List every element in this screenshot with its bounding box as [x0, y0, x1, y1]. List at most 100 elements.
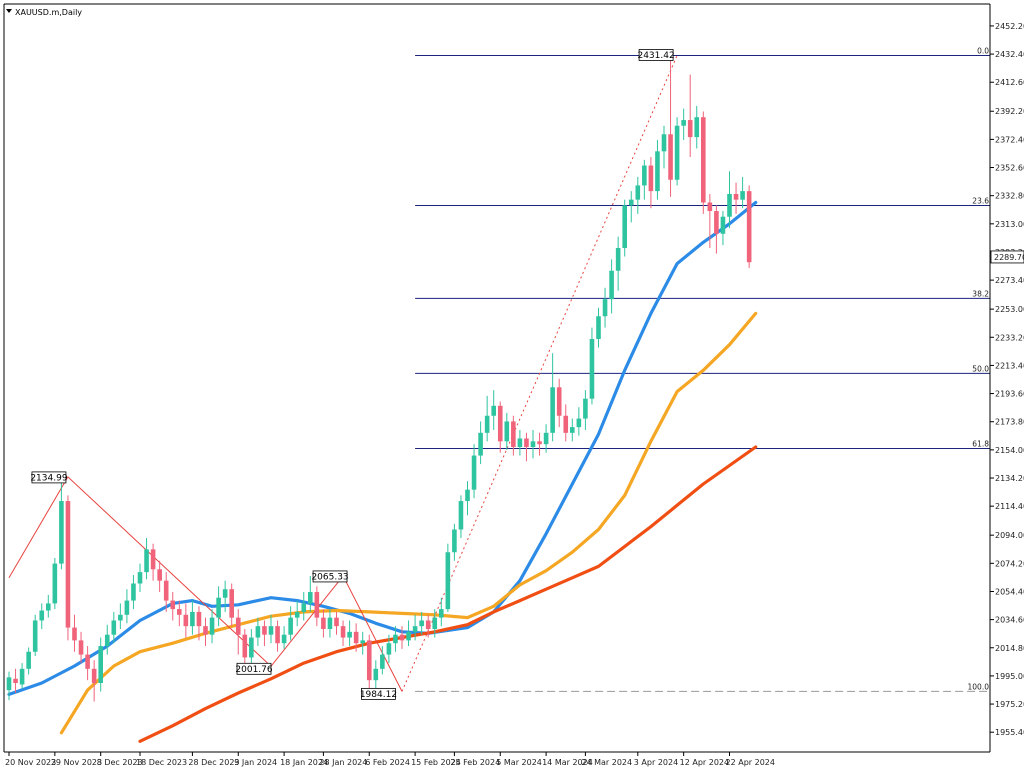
- candle-body: [327, 617, 333, 630]
- candle-body: [308, 592, 313, 604]
- fib-level-label: 50.0: [972, 364, 989, 373]
- candle-body: [583, 398, 588, 419]
- candle-body: [642, 165, 647, 186]
- candle-body: [471, 455, 477, 490]
- candle-body: [687, 120, 693, 138]
- fib-level-label: 61.8: [972, 439, 989, 448]
- candle-body: [530, 441, 536, 448]
- x-tick-label: 6 Feb 2024: [365, 758, 410, 767]
- candle-body: [432, 617, 438, 630]
- swing-label: 2431.42: [637, 51, 674, 61]
- candle-body: [491, 405, 496, 416]
- candle-body: [366, 640, 372, 681]
- x-tick-label: 15 Feb 2024: [411, 758, 461, 767]
- candle-body: [733, 193, 739, 200]
- candle-body: [380, 654, 385, 669]
- candle-body: [615, 247, 621, 271]
- swing-label: 1984.12: [360, 690, 397, 700]
- candle-body: [268, 626, 274, 635]
- candle-body: [124, 600, 130, 615]
- candle-body: [46, 603, 51, 611]
- candle-body: [59, 501, 64, 564]
- candle-body: [524, 438, 529, 448]
- candle-body: [399, 634, 405, 641]
- candle-body: [203, 626, 208, 635]
- candle-body: [321, 617, 326, 630]
- x-tick-label: 3 Apr 2024: [634, 758, 678, 767]
- candle-body: [589, 338, 595, 399]
- candle-body: [32, 620, 38, 652]
- candle-body: [183, 614, 189, 627]
- swing-label: 2001.76: [235, 665, 272, 675]
- candle-body: [249, 637, 254, 658]
- candle-body: [131, 583, 136, 601]
- candle-body: [65, 501, 71, 628]
- candle-body: [255, 626, 261, 638]
- y-tick-label: 2253.00: [995, 305, 1024, 314]
- y-tick-label: 2114.40: [995, 502, 1024, 511]
- candle-body: [144, 549, 149, 573]
- candle-body: [478, 432, 483, 456]
- candle-body: [425, 620, 431, 630]
- candle-body: [19, 668, 25, 685]
- swing-label-box: [312, 570, 348, 583]
- x-tick-label: 14 Mar 2024: [542, 758, 593, 767]
- candle-body: [288, 617, 293, 635]
- candle-body: [465, 489, 470, 502]
- candle-body: [720, 216, 726, 234]
- candle-body: [242, 634, 248, 658]
- candle-body: [504, 421, 510, 442]
- candle-body: [340, 626, 346, 638]
- candle-body: [511, 421, 516, 448]
- candle-body: [452, 529, 457, 553]
- x-tick-label: 12 Apr 2024: [680, 758, 729, 767]
- candle-body: [353, 631, 359, 644]
- moving-average-line: [138, 445, 758, 743]
- y-tick-label: 2074.20: [995, 559, 1024, 568]
- swing-label: 2065.33: [311, 572, 348, 582]
- candle-body: [163, 580, 169, 601]
- x-tick-label: 9 Jan 2024: [234, 758, 277, 767]
- candle-body: [6, 677, 12, 691]
- swing-label-box: [638, 49, 674, 61]
- candle-body: [85, 654, 90, 669]
- fib-level-label: 23.6: [972, 196, 989, 205]
- candle-body: [294, 611, 300, 618]
- candle-body: [78, 640, 84, 655]
- candle-body: [13, 678, 18, 684]
- y-tick-label: 2014.80: [995, 644, 1024, 653]
- candle-body: [393, 634, 398, 644]
- dropdown-triangle-icon[interactable]: [6, 9, 12, 13]
- candle-body: [373, 668, 379, 681]
- candle-body: [445, 552, 451, 610]
- candle-body: [281, 634, 287, 644]
- candle-body: [628, 199, 634, 206]
- candle-body: [655, 151, 660, 192]
- candle-body: [72, 627, 77, 641]
- candle-body: [570, 427, 575, 433]
- y-tick-label: 2193.60: [995, 390, 1024, 399]
- y-tick-label: 2372.40: [995, 135, 1024, 144]
- x-tick-label: 5 Mar 2024: [496, 758, 542, 767]
- candle-body: [635, 185, 641, 200]
- fib-level-label: 0.0: [977, 46, 989, 55]
- candle-body: [39, 610, 45, 621]
- candle-body: [681, 120, 686, 126]
- y-tick-label: 1975.20: [995, 700, 1024, 709]
- candle-body: [196, 611, 202, 627]
- candle-body: [412, 626, 418, 632]
- candle-body: [609, 270, 614, 300]
- candle-body: [537, 441, 542, 445]
- y-tick-label: 1995.00: [995, 672, 1024, 681]
- candle-body: [334, 617, 339, 627]
- x-tick-label: 28 Jan 2024: [319, 758, 367, 767]
- current-price-tag: [990, 250, 1024, 264]
- y-tick-label: 2134.20: [995, 474, 1024, 483]
- y-tick-label: 2034.60: [995, 616, 1024, 625]
- candle-body: [118, 614, 123, 621]
- candle-body: [262, 626, 267, 635]
- candle-body: [596, 316, 601, 339]
- moving-average-line: [7, 200, 758, 696]
- candle-body: [701, 117, 706, 203]
- y-tick-label: 2313.00: [995, 220, 1024, 229]
